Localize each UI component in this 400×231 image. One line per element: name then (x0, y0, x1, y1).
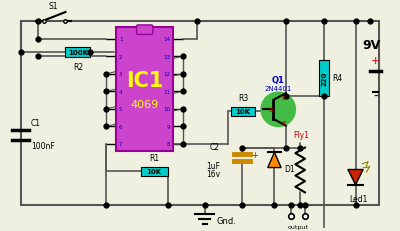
Text: b: b (268, 107, 273, 113)
Text: 3: 3 (119, 72, 122, 77)
Text: 9V: 9V (363, 39, 381, 52)
Text: 220: 220 (321, 71, 327, 86)
Bar (116, 28, 173, 152)
Circle shape (261, 93, 296, 127)
Text: 100nF: 100nF (31, 141, 55, 150)
Text: output: output (287, 224, 308, 229)
Text: 5: 5 (119, 107, 122, 112)
Polygon shape (348, 170, 363, 185)
Text: Fly1: Fly1 (294, 131, 309, 140)
Bar (141, 167, 168, 176)
Bar (66, 48, 90, 58)
Text: 2N4401: 2N4401 (264, 86, 292, 92)
Text: 13: 13 (164, 55, 170, 60)
Polygon shape (268, 153, 281, 168)
Text: 9: 9 (167, 124, 170, 129)
Text: C2: C2 (210, 143, 220, 152)
Text: 10K: 10K (147, 169, 162, 175)
Text: 12: 12 (164, 72, 170, 77)
Text: Gnd.: Gnd. (216, 216, 236, 225)
Text: +: + (252, 150, 258, 159)
Text: 10K: 10K (235, 109, 250, 115)
Text: e: e (282, 119, 286, 125)
Text: 10: 10 (164, 107, 170, 112)
Text: R4: R4 (332, 74, 342, 83)
Bar (319, 61, 329, 97)
Text: 1: 1 (119, 37, 122, 42)
Text: 7: 7 (119, 142, 122, 147)
Text: c: c (282, 94, 286, 100)
Text: D1: D1 (284, 164, 294, 173)
Text: +: + (371, 55, 380, 65)
Text: 1uF: 1uF (206, 161, 220, 170)
Text: 100K: 100K (68, 50, 88, 56)
Text: C1: C1 (31, 119, 41, 128)
Text: Q1: Q1 (272, 75, 285, 84)
Text: 4069: 4069 (130, 99, 159, 109)
Text: S1: S1 (49, 2, 58, 11)
Text: 4: 4 (119, 89, 122, 94)
Text: R2: R2 (73, 62, 83, 71)
Text: R3: R3 (238, 93, 248, 102)
Text: IC1: IC1 (126, 70, 163, 90)
Text: 16v: 16v (206, 169, 220, 178)
Text: 8: 8 (167, 142, 170, 147)
Text: 2: 2 (119, 55, 122, 60)
Text: 6: 6 (119, 124, 122, 129)
Text: 14: 14 (164, 37, 170, 42)
Bar (230, 107, 255, 117)
FancyBboxPatch shape (136, 26, 153, 35)
Text: Led1: Led1 (349, 195, 368, 204)
Text: -: - (373, 89, 378, 103)
Text: R1: R1 (149, 153, 159, 162)
Text: 11: 11 (164, 89, 170, 94)
